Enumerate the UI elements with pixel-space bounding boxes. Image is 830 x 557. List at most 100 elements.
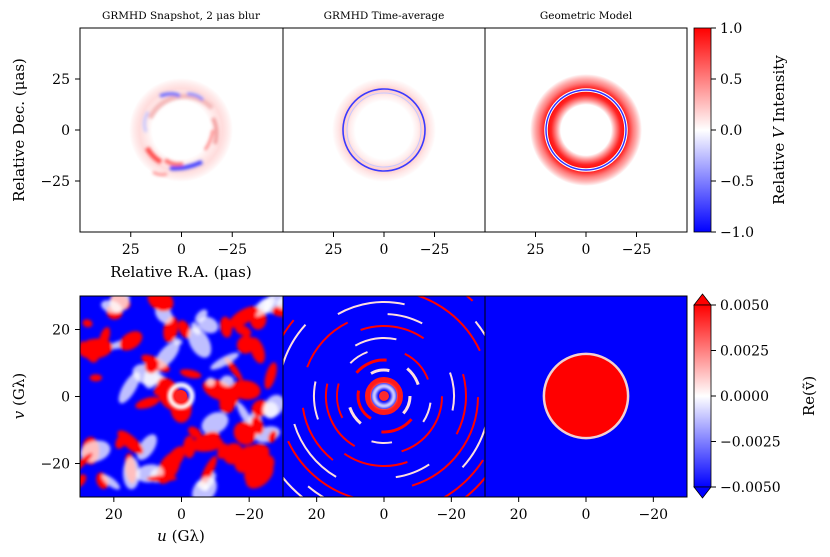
speckle <box>234 324 252 337</box>
speckle <box>99 327 111 347</box>
ringing-arc <box>307 485 326 497</box>
ringing-arc <box>442 459 484 497</box>
visibility-x-axis-unit: (Gλ) <box>167 527 205 545</box>
visibility-x-tick-label: 0 <box>177 507 186 523</box>
speckle <box>143 366 158 389</box>
model-visibility-disk <box>542 352 630 440</box>
speckle <box>252 296 276 317</box>
intensity-colorbar-label-var: V <box>770 125 788 138</box>
speckle <box>276 298 283 309</box>
ringing-arc <box>455 373 467 435</box>
snapshot-polarized-ring <box>142 92 219 177</box>
snapshot-visibility-center-ring <box>167 382 195 410</box>
visibility-x-axis-var: u <box>157 527 167 545</box>
speckle <box>190 436 224 452</box>
visibility-colorbar: 0.0050 0.0025 0.0000 −0.0025 −0.0050 Re(ṽ) <box>693 293 818 499</box>
ringing-arc <box>422 402 432 423</box>
ringing-arc <box>474 320 485 338</box>
visibility-x-tick-label: 20 <box>510 507 528 523</box>
ringing-arc <box>287 440 356 497</box>
speckle <box>118 372 141 404</box>
image-x-axis-label: Relative R.A. (μas) <box>110 263 251 281</box>
image-x-tick-label: −25 <box>420 242 450 258</box>
visibility-colorbar-tick-label: −0.0025 <box>720 435 781 451</box>
image-x-tick-label: −25 <box>622 242 652 258</box>
ringing-arc <box>449 372 455 411</box>
speckle <box>82 319 93 328</box>
ringing-arc <box>306 321 349 368</box>
ringing-arc <box>370 368 390 375</box>
speckle <box>100 300 122 314</box>
ringing-arc <box>415 296 481 352</box>
image-x-tick-label: 25 <box>325 242 343 258</box>
ringing-arc <box>348 406 362 425</box>
speckle <box>178 320 191 339</box>
image-y-tick-label: 0 <box>61 123 70 139</box>
image-x-tick-label: 25 <box>527 242 545 258</box>
time-average-visibility <box>283 296 485 497</box>
speckle <box>144 357 159 374</box>
visibility-y-axis-unit: (Gλ) <box>10 373 28 411</box>
image-x-tick-label: 0 <box>380 242 389 258</box>
panel-title-snapshot: GRMHD Snapshot, 2 μas blur <box>102 10 261 22</box>
time-average-red-halo <box>341 87 427 173</box>
visibility-x-tick-label: −20 <box>234 507 264 523</box>
intensity-colorbar-label-suffix: Intensity <box>770 55 788 127</box>
intensity-colorbar-label: Relative V Intensity <box>770 55 788 205</box>
model-visibility <box>485 296 687 497</box>
image-x-tick-label: 0 <box>177 242 186 258</box>
speckle <box>198 316 219 334</box>
ringing-arc <box>301 407 334 461</box>
speckle <box>154 341 180 370</box>
time-average-visibility-white-ring <box>372 384 396 408</box>
speckle <box>271 305 283 317</box>
speckle <box>249 337 265 364</box>
speckle <box>146 475 177 482</box>
snapshot-visibility-center-core <box>175 390 187 402</box>
speckle <box>248 452 264 467</box>
speckle <box>122 457 140 490</box>
image-panels <box>79 27 688 233</box>
visibility-x-tick-label: −20 <box>437 507 467 523</box>
ringing-arc <box>337 301 405 315</box>
intensity-colorbar-tick-label: 0.5 <box>720 72 742 88</box>
intensity-colorbar-ticks: 1.0 0.5 0.0 −0.5 −1.0 <box>711 21 754 241</box>
speckle <box>191 322 201 335</box>
visibility-colorbar-ticks: 0.0050 0.0025 0.0000 −0.0025 −0.0050 <box>711 298 781 496</box>
visibility-colorbar-extend-top <box>693 293 712 306</box>
speckle <box>210 352 239 370</box>
snapshot-visibility <box>80 296 283 497</box>
speckle <box>164 446 186 471</box>
ringing-arc <box>355 358 387 374</box>
visibility-colorbar-tick-label: 0.0050 <box>720 298 769 314</box>
speckle <box>153 380 171 396</box>
visibility-panels <box>79 295 688 498</box>
visibility-x-tick-label: 0 <box>582 507 591 523</box>
visibility-x-axis: 20 0 −20 20 0 −20 20 0 −20 <box>105 497 668 523</box>
visibility-x-tick-label: 0 <box>380 507 389 523</box>
ringing-arc <box>283 319 295 338</box>
speckle <box>115 433 128 449</box>
ringing-arc <box>461 424 485 468</box>
ringing-arc <box>356 390 372 420</box>
time-average-visibility-inner-red-ring <box>365 377 403 415</box>
visibility-colorbar-tick-label: 0.0000 <box>720 389 769 405</box>
intensity-colorbar-tick-label: −1.0 <box>720 225 754 241</box>
ringing-arc <box>381 418 413 434</box>
speckle <box>187 327 212 358</box>
speckle <box>228 306 259 328</box>
ringing-arc <box>404 352 429 380</box>
visibility-y-tick-label: 20 <box>52 323 70 339</box>
image-y-tick-label: −25 <box>40 174 70 190</box>
ringing-arc <box>395 463 430 479</box>
speckle <box>262 401 279 419</box>
intensity-colorbar: 1.0 0.5 0.0 −0.5 −1.0 Relative V Intensity <box>693 21 788 241</box>
speckle <box>267 430 277 443</box>
speckle <box>135 396 160 409</box>
time-average-inner-ring <box>346 92 422 168</box>
speckle <box>236 402 253 428</box>
time-average-diffuse-emission <box>332 78 436 182</box>
time-average-image <box>332 78 436 182</box>
ringing-arc <box>401 396 443 453</box>
